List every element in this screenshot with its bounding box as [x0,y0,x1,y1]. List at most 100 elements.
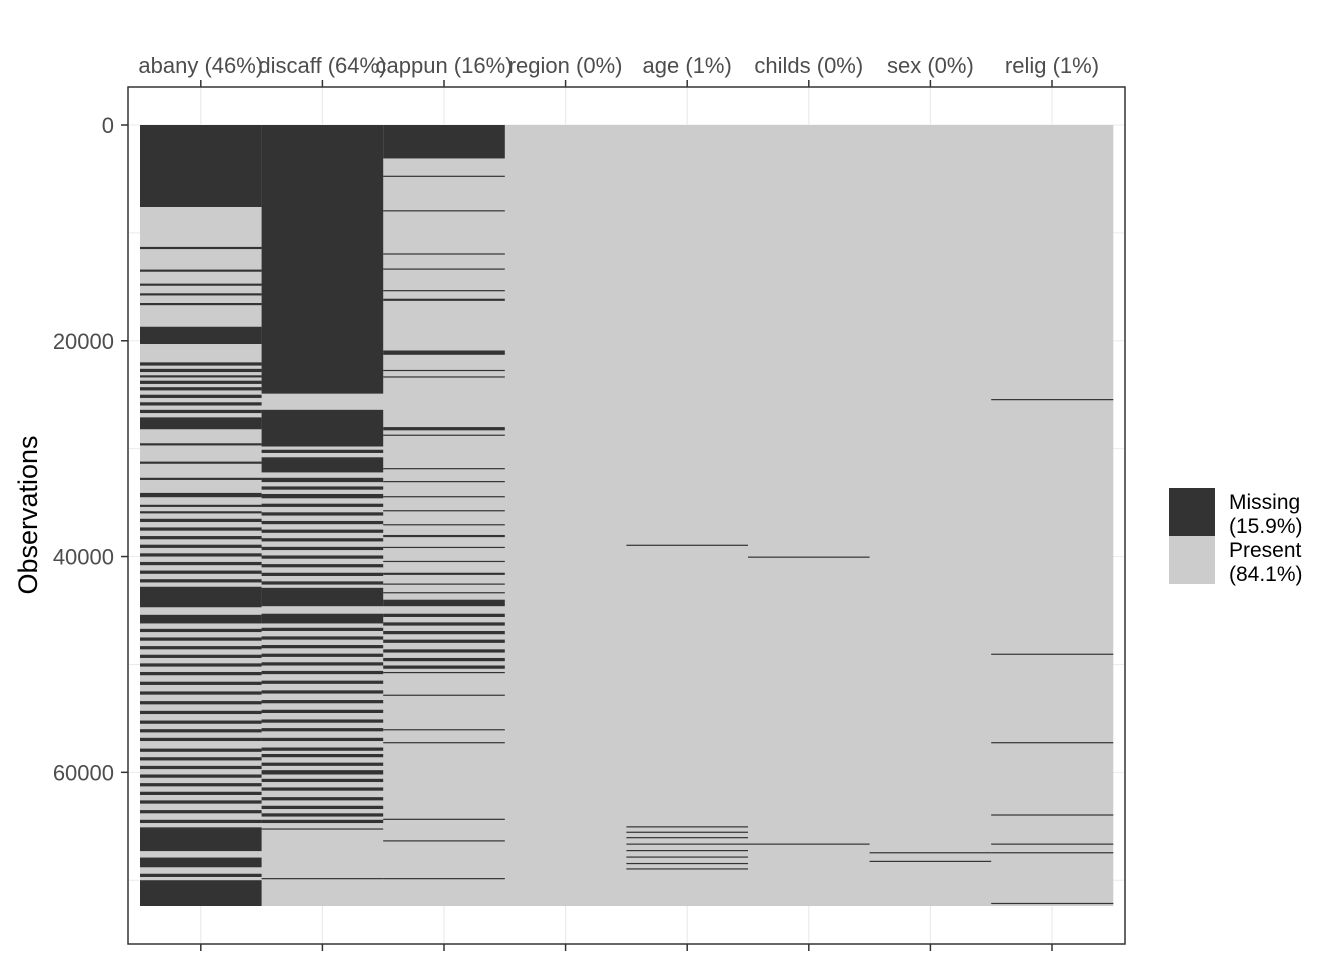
missing-cell [140,729,263,733]
missing-cell [991,399,1114,401]
missing-cell [140,443,263,446]
missing-cell [140,720,263,724]
missing-cell [140,748,263,752]
missing-cell [140,873,263,877]
missing-cell [626,862,749,865]
missing-cell [626,826,749,828]
missing-cell [140,691,263,695]
missing-cell [140,380,263,384]
column-label: discaff (64%) [258,53,386,78]
missing-cell [261,670,384,675]
missing-cell [140,765,263,770]
missing-cell [140,681,263,685]
missing-cell [383,434,506,436]
missing-cell [383,210,506,212]
missing-cell [261,778,384,783]
missingness-cells [140,125,1114,906]
missing-cell [383,572,506,575]
missing-cell [383,599,506,607]
legend-key [1169,536,1215,584]
missing-cell [140,810,263,814]
missing-cell [383,546,506,549]
axis-ticks [121,80,1053,951]
missing-cell [626,868,749,870]
legend-key [1169,488,1215,536]
missing-cell [383,560,506,563]
missing-cell [383,253,506,255]
missing-cell [383,427,506,431]
missing-cell [261,819,384,824]
missing-cell [261,747,384,751]
missing-cell [140,553,263,557]
missing-cell [261,709,384,713]
missing-cell [991,843,1114,845]
missing-cell [383,878,506,880]
missing-cell [140,757,263,761]
missing-cell [383,665,506,669]
column-labels: abany (46%)discaff (64%)cappun (16%)regi… [138,53,1099,78]
missing-cell [626,850,749,852]
present-cell-column [383,125,506,906]
missing-cell [261,770,384,775]
missing-cell [383,510,506,512]
missing-cell [383,524,506,526]
missing-cell [383,350,506,355]
missing-cell [383,840,506,842]
missing-cell [140,362,263,366]
missing-cell [140,701,263,705]
missing-cell [261,645,384,649]
y-tick-label: 40000 [53,545,114,570]
missing-cell [261,512,384,516]
missing-cell [261,753,384,758]
legend-label: Missing [1229,491,1300,514]
missing-cell [140,544,263,548]
missing-cell [140,783,263,787]
missing-cell [261,125,384,394]
missing-cell [748,556,871,558]
legend: Missing(15.9%)Present(84.1%) [1169,488,1303,586]
missing-cell [626,831,749,833]
missing-cell [140,492,263,498]
missing-cell [140,125,263,207]
present-cell-column [869,125,992,906]
missing-cell [140,710,263,715]
missing-cell [261,457,384,473]
column-label: sex (0%) [887,53,974,78]
missing-cell [261,572,384,576]
missing-cell [383,298,506,301]
y-axis-title: Observations [13,435,43,594]
column-label: age (1%) [643,53,732,78]
missing-cell [626,856,749,858]
missing-cell [626,544,749,546]
present-cell-column [991,125,1114,906]
legend-percentage: (84.1%) [1229,563,1303,586]
missing-cell [869,852,992,854]
missing-cell [140,800,263,804]
missing-cell [383,175,506,177]
column-label: abany (46%) [138,53,263,78]
missing-cell [261,587,384,607]
missing-cell [383,742,506,744]
missing-cell [991,653,1114,655]
missing-cell [261,878,384,880]
missing-cell [261,636,384,640]
missing-cell [261,737,384,742]
missing-cell [140,614,263,624]
missing-cell [140,461,263,464]
y-tick-label: 0 [102,113,114,138]
missing-cell [383,694,506,696]
missing-cell [383,639,506,643]
missing-cell [383,369,506,372]
missing-cell [140,579,263,583]
present-cell-column [748,125,871,906]
legend-percentage: (15.9%) [1229,515,1303,538]
missing-cell [991,814,1114,816]
missing-cell [140,477,263,480]
column-label: childs (0%) [754,53,863,78]
missing-cell [140,570,263,574]
missing-cell [140,417,263,430]
missing-cell [140,394,263,398]
missing-cell [140,628,263,633]
missing-cell [140,737,263,742]
missing-cell [383,534,506,538]
